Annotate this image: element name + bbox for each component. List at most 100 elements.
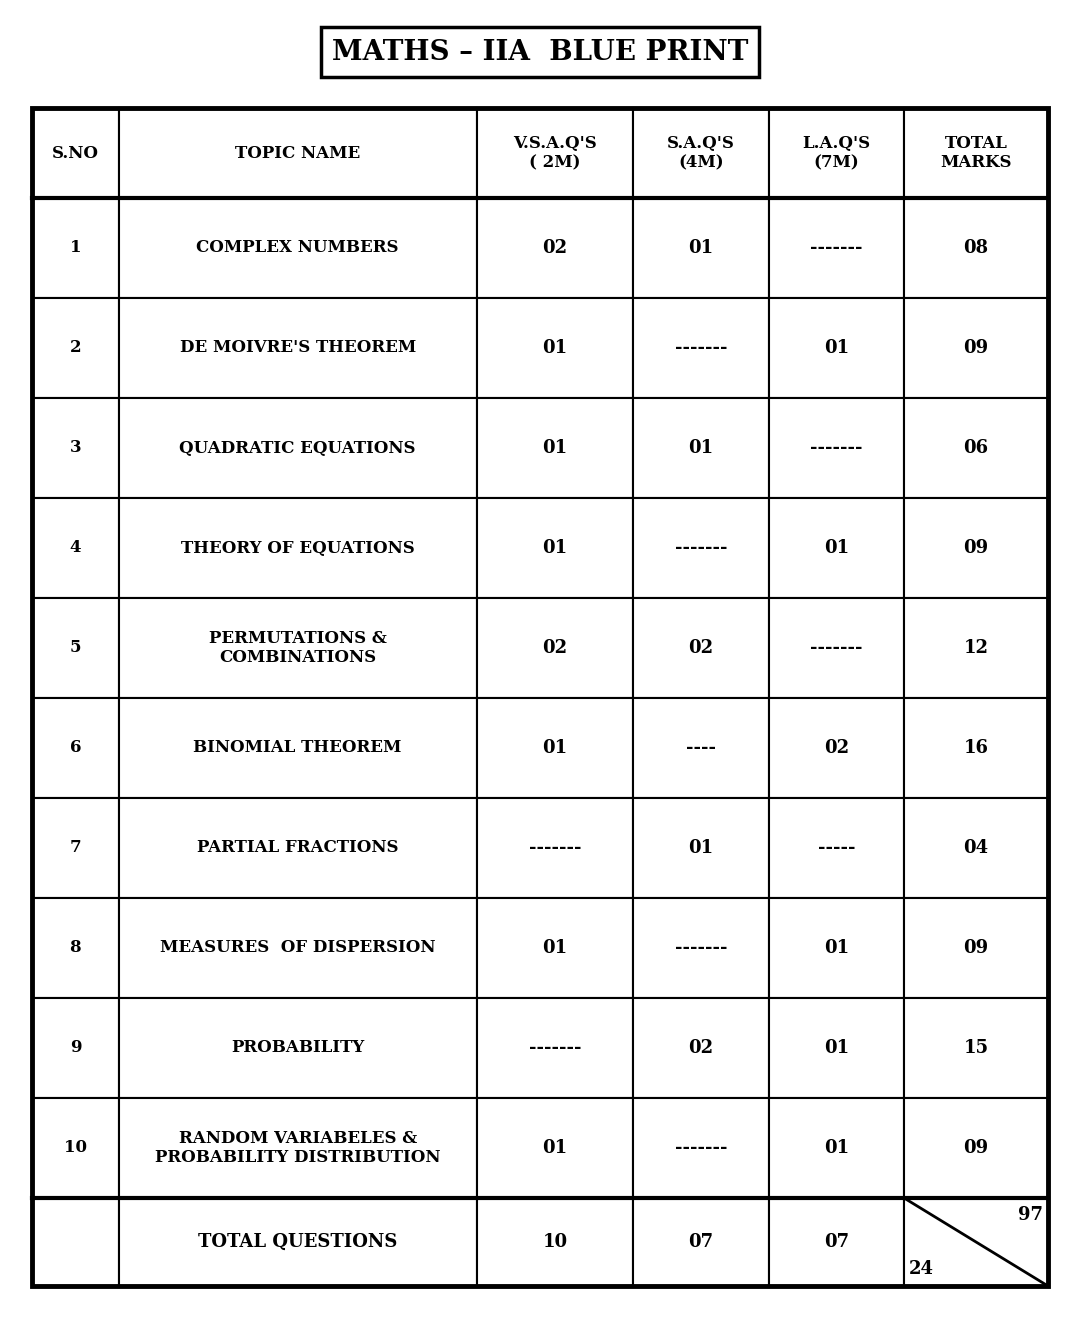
Bar	[633, 1097, 769, 1198]
Text: 01: 01	[824, 1038, 849, 1057]
Bar	[476, 198, 633, 297]
Text: 4: 4	[69, 540, 81, 556]
Text: 01: 01	[688, 440, 714, 457]
Bar	[633, 998, 769, 1097]
Text: PERMUTATIONS &
COMBINATIONS: PERMUTATIONS & COMBINATIONS	[208, 630, 387, 666]
Bar	[32, 898, 119, 998]
Text: 07: 07	[824, 1233, 849, 1252]
Bar	[904, 998, 1048, 1097]
Bar	[633, 898, 769, 998]
Bar	[633, 799, 769, 898]
Bar	[633, 398, 769, 498]
Text: MATHS – IIA  BLUE PRINT: MATHS – IIA BLUE PRINT	[332, 39, 748, 66]
Bar	[769, 498, 904, 598]
Bar	[633, 698, 769, 799]
Bar	[476, 398, 633, 498]
Text: 02: 02	[542, 639, 567, 657]
Text: -------: -------	[810, 639, 863, 657]
Bar	[476, 598, 633, 698]
Text: -------: -------	[810, 239, 863, 257]
Bar	[119, 1097, 476, 1198]
Bar	[32, 498, 119, 598]
Text: PARTIAL FRACTIONS: PARTIAL FRACTIONS	[197, 839, 399, 856]
Bar	[32, 799, 119, 898]
Bar	[32, 598, 119, 698]
Bar	[119, 698, 476, 799]
Text: -------: -------	[675, 1139, 727, 1156]
Bar	[769, 598, 904, 698]
Bar	[904, 498, 1048, 598]
Text: 12: 12	[963, 639, 988, 657]
Text: TOTAL QUESTIONS: TOTAL QUESTIONS	[198, 1233, 397, 1252]
Bar	[633, 297, 769, 398]
Text: ----: ----	[686, 738, 716, 757]
Text: 01: 01	[542, 539, 567, 557]
Bar	[32, 998, 119, 1097]
Text: 01: 01	[824, 339, 849, 356]
Text: 01: 01	[542, 440, 567, 457]
Bar	[904, 898, 1048, 998]
Bar	[904, 799, 1048, 898]
Text: 16: 16	[963, 738, 988, 757]
Text: 2: 2	[69, 339, 81, 356]
Bar	[904, 109, 1048, 198]
Bar	[32, 297, 119, 398]
Bar	[32, 1198, 119, 1286]
Bar	[119, 898, 476, 998]
Bar	[32, 109, 119, 198]
Bar	[769, 698, 904, 799]
Bar	[119, 398, 476, 498]
Text: 01: 01	[542, 339, 567, 356]
Bar	[119, 198, 476, 297]
Text: 09: 09	[963, 339, 988, 356]
Text: 07: 07	[688, 1233, 714, 1252]
Bar	[476, 1198, 633, 1286]
Bar	[769, 998, 904, 1097]
Bar	[476, 1097, 633, 1198]
Bar	[119, 598, 476, 698]
Text: 01: 01	[824, 1139, 849, 1156]
Text: -----: -----	[818, 839, 855, 858]
Text: DE MOIVRE'S THEOREM: DE MOIVRE'S THEOREM	[179, 339, 416, 356]
Bar	[769, 1198, 904, 1286]
Text: 02: 02	[542, 239, 567, 257]
Bar	[119, 297, 476, 398]
Text: COMPLEX NUMBERS: COMPLEX NUMBERS	[197, 240, 399, 256]
Bar	[119, 998, 476, 1097]
Text: 09: 09	[963, 539, 988, 557]
Text: PROBABILITY: PROBABILITY	[231, 1040, 364, 1056]
Bar	[904, 198, 1048, 297]
Bar	[32, 398, 119, 498]
Text: 09: 09	[963, 939, 988, 957]
Bar	[119, 498, 476, 598]
Text: 7: 7	[69, 839, 81, 856]
Text: 02: 02	[688, 1038, 714, 1057]
Text: 6: 6	[69, 740, 81, 757]
Text: 10: 10	[64, 1139, 86, 1156]
Bar	[32, 198, 119, 297]
Text: RANDOM VARIABELES &
PROBABILITY DISTRIBUTION: RANDOM VARIABELES & PROBABILITY DISTRIBU…	[154, 1130, 441, 1166]
Bar	[476, 498, 633, 598]
Bar	[476, 698, 633, 799]
Bar	[476, 109, 633, 198]
Bar	[32, 698, 119, 799]
Bar	[633, 109, 769, 198]
Bar	[633, 1198, 769, 1286]
Text: -------: -------	[810, 440, 863, 457]
Text: 01: 01	[688, 839, 714, 858]
Bar	[904, 1198, 1048, 1286]
Text: 01: 01	[542, 1139, 567, 1156]
Bar	[119, 799, 476, 898]
Text: THEORY OF EQUATIONS: THEORY OF EQUATIONS	[180, 540, 415, 556]
Bar	[32, 1097, 119, 1198]
Bar	[476, 998, 633, 1097]
Text: 3: 3	[69, 440, 81, 457]
Bar	[119, 1198, 476, 1286]
Bar	[32, 109, 1048, 1286]
Text: 01: 01	[824, 939, 849, 957]
Bar	[633, 498, 769, 598]
Text: 01: 01	[542, 939, 567, 957]
Text: 08: 08	[963, 239, 988, 257]
Text: S.A.Q'S
(4M): S.A.Q'S (4M)	[667, 135, 734, 172]
Bar	[769, 109, 904, 198]
